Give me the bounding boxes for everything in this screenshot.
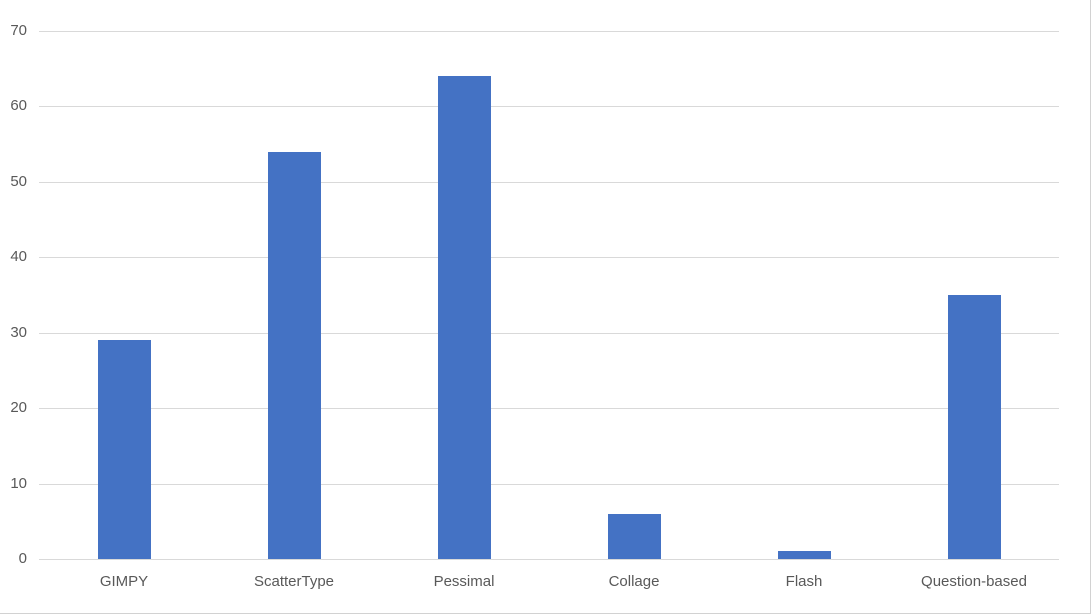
y-tick-label: 0 — [18, 550, 27, 567]
x-tick-label: Flash — [785, 573, 823, 590]
bar-question-based — [948, 295, 1001, 559]
y-tick-label: 70 — [10, 22, 27, 39]
x-tick-label: Collage — [608, 573, 660, 590]
y-tick-label: 40 — [10, 248, 27, 265]
gridline — [39, 31, 1059, 32]
bar-collage — [608, 514, 661, 559]
bar-gimpy — [98, 340, 151, 559]
bar-scattertype — [268, 152, 321, 559]
y-tick-label: 30 — [10, 324, 27, 341]
gridline — [39, 257, 1059, 258]
gridline — [39, 484, 1059, 485]
y-tick-label: 20 — [10, 399, 27, 416]
gridline — [39, 408, 1059, 409]
x-tick-label: Question-based — [921, 573, 1027, 590]
x-tick-label: GIMPY — [99, 573, 149, 590]
x-tick-label: ScatterType — [253, 573, 335, 590]
gridline — [39, 106, 1059, 107]
gridline — [39, 333, 1059, 334]
y-tick-label: 10 — [10, 475, 27, 492]
x-tick-label: Pessimal — [433, 573, 495, 590]
y-tick-label: 50 — [10, 173, 27, 190]
bar-pessimal — [438, 76, 491, 559]
y-tick-label: 60 — [10, 97, 27, 114]
x-axis-line — [39, 559, 1059, 560]
bar-flash — [778, 551, 831, 559]
gridline — [39, 182, 1059, 183]
